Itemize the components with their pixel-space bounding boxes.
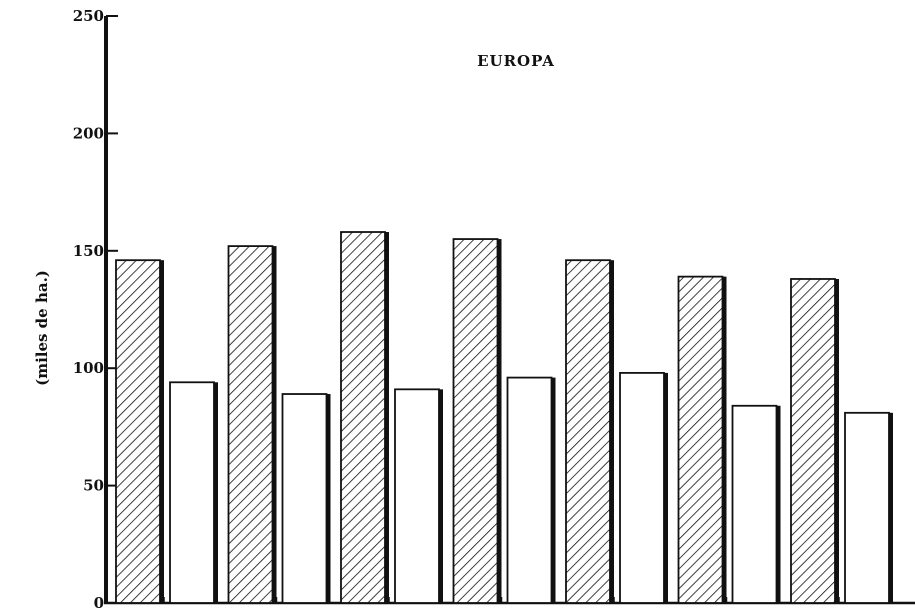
bar-series-2 xyxy=(506,376,553,604)
bar-series-1 xyxy=(790,278,836,604)
chart-title: EUROPA xyxy=(477,52,555,70)
bar-series-2 xyxy=(169,381,215,604)
bar-series-1 xyxy=(115,259,161,604)
bar-series-2 xyxy=(731,404,778,604)
bar-series-1-shadow xyxy=(609,260,614,603)
x-ticks xyxy=(163,597,840,603)
bar-series-1-shadow xyxy=(834,278,839,603)
bar-series-1 xyxy=(340,231,386,604)
bar-series-2 xyxy=(394,388,440,604)
bar-series-2 xyxy=(619,371,665,604)
bar-series-2-shadow xyxy=(888,412,893,603)
bar-series-2-shadow xyxy=(438,389,443,603)
bar-series-1-shadow xyxy=(271,246,277,603)
y-axis-label: (miles de ha.) xyxy=(33,270,51,386)
bar-series-1-shadow xyxy=(159,260,164,603)
bar-series-1-shadow xyxy=(384,232,389,604)
y-tick-label: 200 xyxy=(73,124,104,142)
bar-series-2 xyxy=(281,393,328,604)
bar-series-1 xyxy=(565,259,611,604)
bar-series-2-shadow xyxy=(550,377,556,603)
y-tick-label: 250 xyxy=(73,7,104,25)
y-tick-label: 150 xyxy=(73,242,104,260)
bar-series-1 xyxy=(227,245,274,604)
bars xyxy=(115,231,893,604)
bar-series-1-shadow xyxy=(721,276,727,603)
bar-series-2 xyxy=(844,411,890,604)
bar-series-2-shadow xyxy=(213,382,218,603)
bar-series-2-shadow xyxy=(325,394,331,603)
bar-series-2-shadow xyxy=(663,372,668,603)
bar-series-1 xyxy=(677,275,724,604)
bar-series-1-shadow xyxy=(496,239,502,603)
bar-series-2-shadow xyxy=(775,405,781,603)
y-tick-label: 50 xyxy=(83,477,104,495)
y-tick-label: 0 xyxy=(94,594,104,608)
y-ticks: 0 50 100 150 200 250 xyxy=(73,7,118,608)
y-tick-label: 100 xyxy=(73,359,104,377)
bar-series-1 xyxy=(452,238,499,604)
